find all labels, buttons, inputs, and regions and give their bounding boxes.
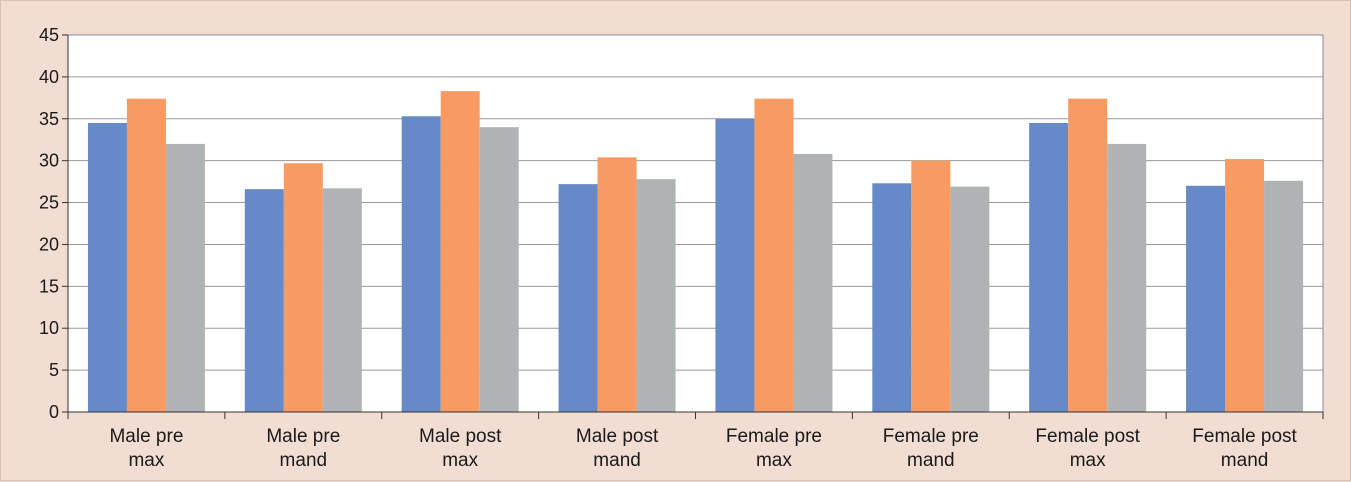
bar [401, 116, 441, 413]
bar [597, 157, 637, 412]
x-category-label: Female pre [726, 426, 822, 447]
bar [87, 122, 127, 412]
y-tick-label: 25 [39, 193, 59, 213]
x-category-label: mand [593, 450, 641, 471]
y-tick-label: 10 [39, 318, 59, 338]
y-tick-label: 40 [39, 67, 59, 87]
x-category-label: mand [1221, 450, 1269, 471]
bar [1264, 180, 1304, 412]
bars [87, 91, 1304, 413]
y-axis-ticks: 0 5 10 15 20 25 30 35 40 45 [39, 25, 68, 422]
bar [950, 186, 990, 412]
x-category-label: Female post [1192, 426, 1297, 447]
bar [636, 179, 676, 412]
bar [1029, 122, 1069, 412]
x-category-label: Male pre [266, 426, 340, 447]
y-tick-label: 15 [39, 276, 59, 296]
x-category-label: mand [280, 450, 328, 471]
x-category-label: max [442, 450, 478, 471]
y-tick-label: 30 [39, 151, 59, 171]
x-category-label: max [756, 450, 792, 471]
bar [872, 183, 912, 412]
y-tick-label: 0 [49, 402, 59, 422]
bar [754, 98, 794, 412]
x-category-label: Male post [576, 426, 659, 447]
y-tick-label: 35 [39, 109, 59, 129]
y-tick-label: 45 [39, 25, 59, 45]
bar [793, 153, 833, 412]
x-category-label: Male post [419, 426, 502, 447]
bar [322, 188, 362, 412]
bar [1107, 143, 1147, 412]
bar [715, 118, 755, 413]
bar [479, 127, 519, 413]
x-category-label: mand [907, 450, 955, 471]
x-category-label: max [1070, 450, 1106, 471]
bar [244, 189, 284, 412]
bar [1225, 158, 1265, 412]
y-tick-label: 20 [39, 234, 59, 254]
x-category-label: max [128, 450, 164, 471]
x-category-label: Female post [1035, 426, 1140, 447]
bar [440, 91, 480, 413]
bar [911, 160, 951, 412]
x-axis-ticks: Male pre max Male pre mand Male post max Male … [67, 412, 1324, 471]
bar [165, 143, 205, 412]
bar [1068, 98, 1108, 412]
bar [126, 98, 166, 412]
x-category-label: Male pre [109, 426, 183, 447]
x-category-label: Female pre [883, 426, 979, 447]
y-tick-label: 5 [49, 360, 59, 380]
bar [1186, 185, 1226, 412]
bar [283, 163, 323, 412]
bar [558, 184, 598, 412]
